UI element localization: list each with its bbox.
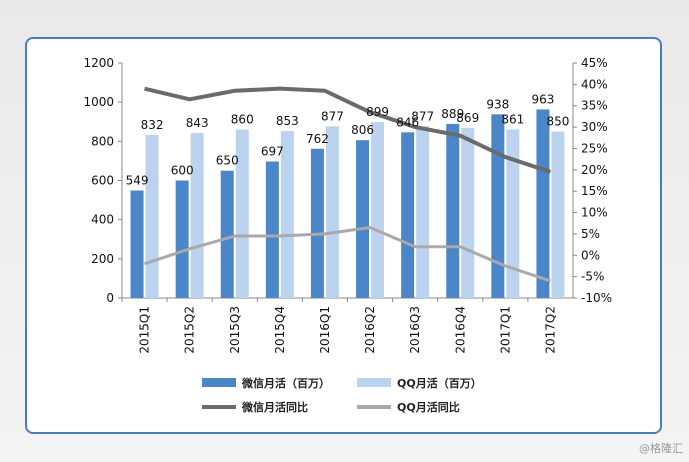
left-tick-label: 800 bbox=[91, 134, 114, 148]
wechat-bar bbox=[265, 161, 279, 298]
x-tick-label: 2015Q4 bbox=[273, 306, 287, 354]
legend-label: 微信月活（百万） bbox=[241, 376, 330, 390]
left-tick-label: 1000 bbox=[83, 95, 114, 109]
right-tick-label: 40% bbox=[581, 77, 608, 91]
wechat-data-label: 846 bbox=[396, 115, 419, 129]
right-tick-label: 30% bbox=[581, 120, 608, 134]
wechat-data-label: 697 bbox=[261, 145, 284, 159]
right-tick-label: 25% bbox=[581, 141, 608, 155]
wechat-data-label: 600 bbox=[171, 164, 194, 178]
wechat-bar bbox=[401, 132, 415, 298]
right-tick-label: 45% bbox=[581, 56, 608, 70]
left-tick-label: 200 bbox=[91, 252, 114, 266]
left-tick-label: 1200 bbox=[83, 56, 114, 70]
x-tick-label: 2016Q4 bbox=[453, 306, 467, 354]
x-tick-label: 2015Q1 bbox=[138, 306, 152, 354]
qq-data-label: 860 bbox=[231, 113, 254, 127]
legend-label: 微信月活同比 bbox=[241, 400, 308, 414]
wechat-bar bbox=[175, 180, 189, 298]
qq-data-label: 843 bbox=[186, 116, 209, 130]
qq-bar bbox=[461, 127, 475, 298]
wechat-data-label: 806 bbox=[351, 123, 374, 137]
wechat-data-label: 762 bbox=[306, 132, 329, 146]
qq-data-label: 899 bbox=[366, 105, 389, 119]
qq-bar bbox=[325, 126, 339, 298]
left-tick-label: 0 bbox=[106, 291, 114, 305]
right-tick-label: 10% bbox=[581, 206, 608, 220]
combo-chart: 0 200 400 600 800 1000 1200 -10% -5% 0% 5% 10% 15% 20… bbox=[83, 56, 612, 414]
wechat-bar bbox=[446, 123, 460, 298]
qq-bar bbox=[416, 126, 430, 298]
right-tick-label: 5% bbox=[581, 227, 600, 241]
legend-label: QQ月活（百万） bbox=[397, 376, 482, 390]
wechat-data-label: 963 bbox=[531, 92, 554, 106]
qq-data-label: 869 bbox=[456, 111, 479, 125]
right-tick-label: 0% bbox=[581, 248, 600, 262]
qq-bar bbox=[235, 129, 249, 298]
qq-bar bbox=[280, 130, 294, 298]
qq-data-label: 850 bbox=[546, 115, 569, 129]
credit-text: @格隆汇 bbox=[639, 442, 683, 455]
right-tick-label: -5% bbox=[581, 270, 604, 284]
chart-frame: 0 200 400 600 800 1000 1200 -10% -5% 0% 5% 10% 15% 20… bbox=[25, 37, 662, 434]
axes: 0 200 400 600 800 1000 1200 -10% -5% 0% 5% 10% 15% 20… bbox=[83, 56, 612, 354]
wechat-bar bbox=[310, 148, 324, 298]
right-tick-label: 15% bbox=[581, 184, 608, 198]
wechat-data-label: 938 bbox=[486, 97, 509, 111]
qq-bar bbox=[551, 131, 565, 298]
wechat-bar bbox=[356, 140, 370, 298]
legend-swatch bbox=[357, 378, 391, 387]
qq-data-label: 877 bbox=[321, 109, 344, 123]
qq-yoy-line bbox=[144, 226, 551, 283]
legend: 微信月活（百万） QQ月活（百万） 微信月活同比 QQ月活同比 bbox=[202, 376, 482, 414]
x-tick-label: 2015Q2 bbox=[183, 306, 197, 354]
qq-data-label: 832 bbox=[141, 118, 164, 132]
bars bbox=[130, 109, 565, 298]
x-tick-label: 2017Q1 bbox=[498, 306, 512, 354]
wechat-data-label: 549 bbox=[126, 173, 149, 187]
x-tick-label: 2017Q2 bbox=[543, 306, 557, 354]
legend-swatch bbox=[202, 378, 236, 387]
right-tick-label: 35% bbox=[581, 99, 608, 113]
wechat-data-label: 650 bbox=[216, 154, 239, 168]
x-tick-label: 2016Q3 bbox=[408, 306, 422, 354]
legend-label: QQ月活同比 bbox=[397, 400, 460, 414]
x-tick-label: 2015Q3 bbox=[228, 306, 242, 354]
wechat-yoy-line bbox=[144, 86, 552, 174]
qq-data-label: 877 bbox=[411, 109, 434, 123]
x-tick-label: 2016Q2 bbox=[363, 306, 377, 354]
data-labels: 5498326008436508606978537628778068998468… bbox=[126, 92, 570, 187]
x-tick-label: 2016Q1 bbox=[318, 306, 332, 354]
right-tick-label: -10% bbox=[581, 291, 612, 305]
qq-bar bbox=[506, 129, 520, 298]
left-tick-label: 600 bbox=[91, 174, 114, 188]
wechat-bar bbox=[130, 190, 144, 298]
wechat-bar bbox=[491, 114, 505, 298]
wechat-bar bbox=[536, 109, 550, 298]
right-tick-label: 20% bbox=[581, 163, 608, 177]
lines bbox=[144, 86, 552, 283]
qq-bar bbox=[190, 132, 204, 298]
qq-data-label: 861 bbox=[501, 112, 524, 126]
wechat-bar bbox=[220, 170, 234, 298]
qq-bar bbox=[371, 121, 385, 298]
qq-bar bbox=[145, 135, 159, 298]
left-tick-label: 400 bbox=[91, 213, 114, 227]
qq-data-label: 853 bbox=[276, 114, 299, 128]
wechat-data-label: 889 bbox=[441, 107, 464, 121]
